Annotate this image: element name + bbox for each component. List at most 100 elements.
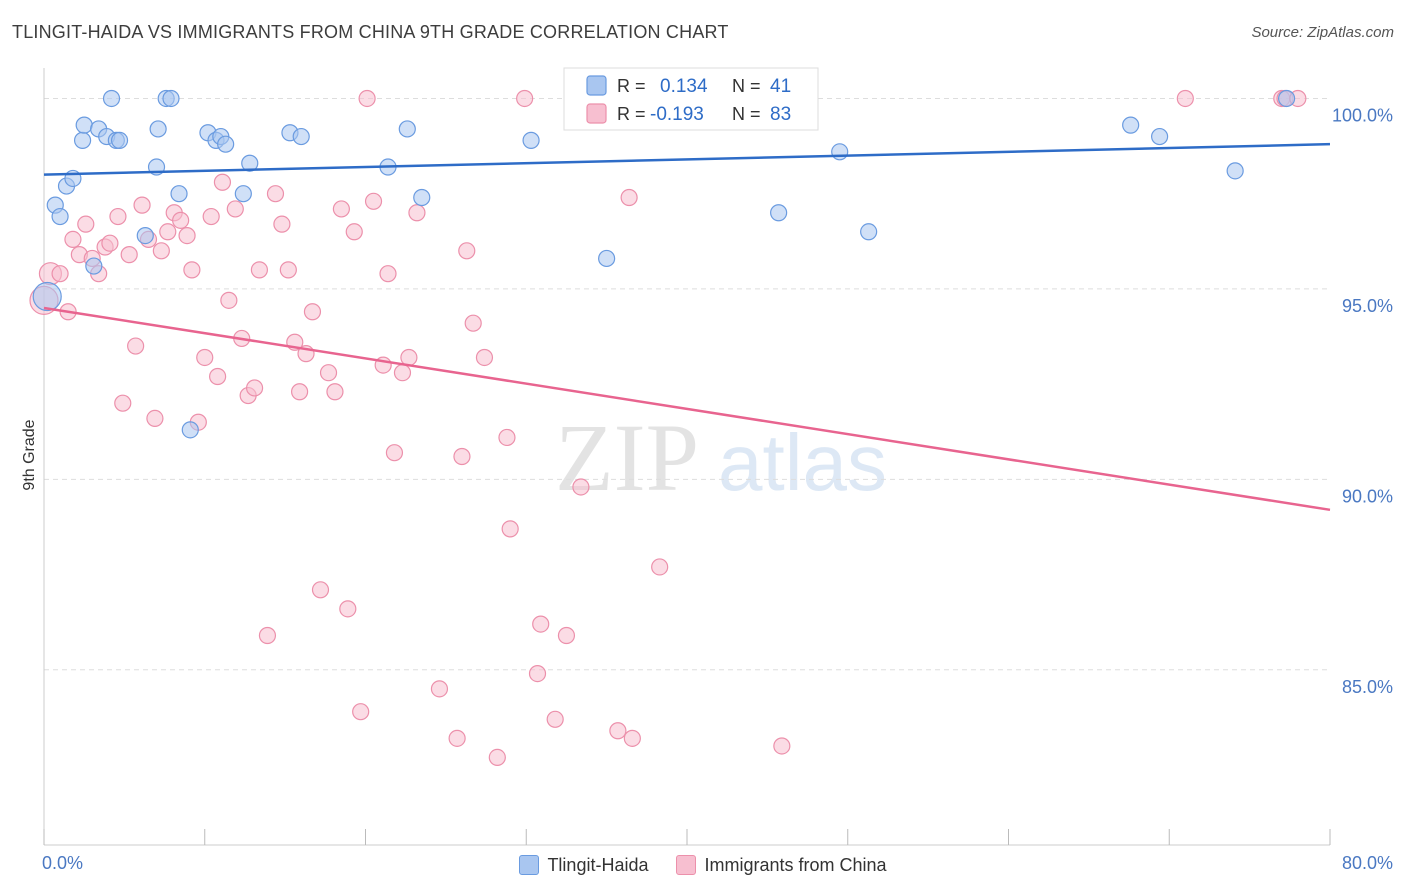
china-point-60 [453,447,471,466]
tlingit-point-2 [51,207,69,226]
china-point-2 [51,265,69,283]
china-point-67 [516,89,534,108]
x-tick-label-start: 0.0% [42,853,83,873]
legend-swatch-tlingit [519,855,540,875]
china-point-36 [266,185,285,203]
legend-item-tlingit: Tlingit-Haida [519,855,648,876]
x-ticks [43,829,1331,845]
tlingit-trend-line [43,142,1331,176]
china-point-27 [209,367,227,386]
tlingit-point-32 [598,249,616,268]
china-point-53 [379,265,397,283]
tlingit-point-7 [85,257,103,275]
china-point-10 [101,234,119,252]
china-point-48 [345,223,363,241]
china-point-15 [133,196,151,214]
tlingit-points [32,89,1296,439]
tlingit-point-31 [522,131,540,149]
china-point-59 [448,729,466,747]
tlingit-point-19 [181,421,199,439]
china-point-46 [332,200,350,218]
china-point-51 [364,192,383,210]
china-point-73 [572,478,590,496]
china-point-55 [393,364,412,382]
tlingit-point-38 [1151,127,1169,146]
china-point-69 [532,615,550,633]
tlingit-point-0 [32,281,62,312]
trend-lines [43,142,1331,512]
legend-blue-swatch [586,75,607,96]
china-point-75 [620,188,638,207]
china-point-18 [152,242,170,260]
china-point-63 [475,348,494,367]
legend-blue-r-value: 0.134 [660,76,708,97]
china-point-79 [1176,89,1194,108]
legend-blue-n-label: N = [732,76,761,96]
china-point-50 [358,89,376,108]
china-point-61 [458,242,476,260]
y-tick-label-85: 85.0% [1342,677,1393,697]
china-point-54 [385,444,404,462]
china-point-21 [172,211,190,229]
china-point-42 [303,303,322,321]
china-point-13 [120,246,138,264]
legend-label-china: Immigrants from China [704,854,887,875]
china-point-25 [196,348,214,367]
legend-swatch-china [676,855,697,875]
y-axis-label: 9th Grade [21,419,38,490]
tlingit-point-18 [170,185,188,203]
china-point-71 [557,626,576,645]
tlingit-point-15 [149,120,167,138]
china-point-22 [178,226,196,245]
tlingit-point-13 [136,226,154,245]
legend-pink-swatch [586,103,607,124]
legend-blue-n-value: 41 [770,76,791,97]
china-point-35 [258,626,277,645]
tlingit-point-25 [241,154,259,172]
china-point-30 [226,200,244,218]
y-tick-label-90: 90.0% [1342,486,1393,506]
china-point-76 [623,729,641,747]
chart-title: TLINGIT-HAIDA VS IMMIGRANTS FROM CHINA 9… [12,22,729,42]
tlingit-point-37 [1122,116,1140,134]
tlingit-point-12 [110,131,129,149]
china-point-49 [352,703,370,721]
legend-top: R = 0.134 N = 41 R = -0.193 N = 83 [563,67,819,131]
china-points [29,89,1307,766]
legend-bottom: Tlingit-Haida Immigrants from China [0,852,1406,878]
y-tick-labels: 85.0% 90.0% 95.0% 100.0% [1332,105,1393,696]
china-point-34 [250,261,269,279]
china-point-62 [464,314,482,332]
chart-source: Source: ZipAtlas.com [1251,24,1394,41]
tlingit-point-35 [831,143,849,161]
legend-pink-r-label: R = [617,104,646,124]
tlingit-point-6 [75,116,93,134]
china-point-70 [546,710,564,728]
tlingit-point-24 [234,185,252,203]
tlingit-point-5 [73,131,92,149]
china-point-43 [311,581,330,599]
china-point-33 [245,379,264,397]
legend-blue-r-label: R = [617,76,646,96]
china-point-17 [146,409,164,428]
china-trend-line [43,306,1331,512]
china-point-11 [109,207,127,226]
tlingit-point-29 [398,120,416,138]
china-point-4 [64,230,82,248]
y-tick-label-100: 100.0% [1332,105,1393,125]
watermark-zip: ZIP [555,404,699,511]
watermark-atlas: atlas [718,418,887,507]
china-point-38 [279,261,297,279]
grid-lines [44,97,1330,671]
china-point-78 [773,737,791,755]
tlingit-point-17 [162,89,180,108]
china-point-77 [651,558,669,576]
china-point-57 [408,204,426,222]
tlingit-point-23 [217,135,235,153]
china-point-45 [326,383,344,401]
china-point-65 [498,428,516,447]
legend-item-china: Immigrants from China [676,854,887,876]
tlingit-point-10 [102,89,121,108]
tlingit-point-39 [1226,162,1244,180]
